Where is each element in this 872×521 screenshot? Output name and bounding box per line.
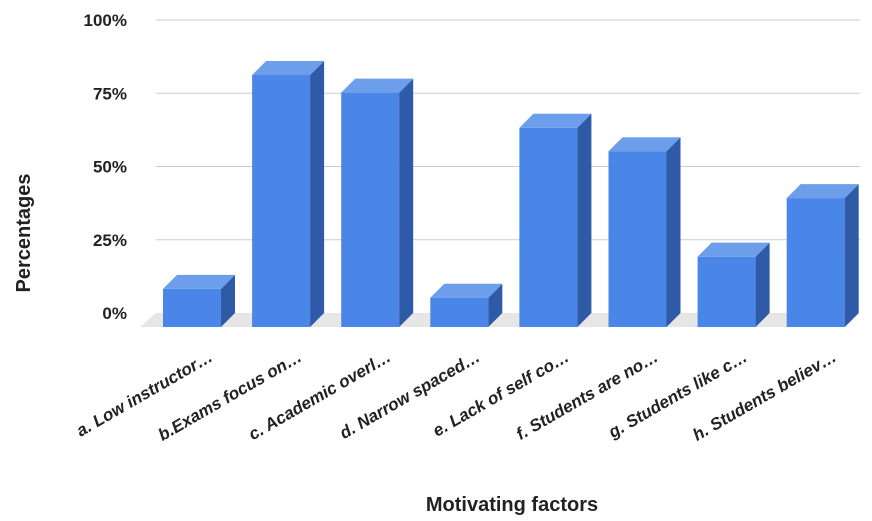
bar-front-face <box>163 288 221 327</box>
bar-side-face <box>488 283 503 327</box>
bar-top-face <box>608 137 681 152</box>
bar <box>430 283 503 327</box>
bar-side-face <box>399 78 414 327</box>
bar-top-face <box>163 274 235 289</box>
x-axis-title: Motivating factors <box>426 494 598 516</box>
bar <box>163 274 235 327</box>
bar-side-face <box>310 61 325 328</box>
bar-top-face <box>786 184 859 199</box>
bar-top-face <box>430 283 503 298</box>
x-axis-ticks: a. Low instructor…b.Exams focus on…c. Ac… <box>73 347 840 445</box>
y-tick-label: 75% <box>93 84 127 103</box>
bar-side-face <box>577 113 592 327</box>
bar-side-face <box>755 242 770 327</box>
bar-front-face <box>341 92 400 327</box>
bar-top-face <box>519 113 592 128</box>
x-tick-label: c. Academic overl… <box>245 347 394 444</box>
y-axis-title: Percentages <box>13 174 35 293</box>
bars <box>163 61 859 328</box>
bar-top-face <box>341 78 414 93</box>
bar <box>608 137 681 327</box>
bar-front-face <box>697 256 756 327</box>
y-tick-label: 100% <box>84 11 127 30</box>
bar-top-face <box>252 61 325 76</box>
bar-front-face <box>519 127 578 327</box>
bar-side-face <box>666 137 681 327</box>
y-axis-ticks: 0% 25% 50% 75% 100% <box>84 11 127 323</box>
x-tick-label: b.Exams focus on… <box>155 347 305 445</box>
bar <box>697 242 770 327</box>
y-tick-label: 25% <box>93 231 127 250</box>
bar <box>519 113 592 327</box>
y-tick-label: 0% <box>102 304 127 323</box>
x-tick-label: h. Students believ… <box>689 347 839 445</box>
x-tick-label: f. Students are no… <box>513 347 662 444</box>
bar-front-face <box>786 198 845 327</box>
bar <box>252 61 325 328</box>
bar <box>341 78 414 327</box>
bar <box>786 184 859 327</box>
bar-front-face <box>608 151 667 327</box>
y-tick-label: 50% <box>93 158 127 177</box>
bar-side-face <box>844 184 859 327</box>
bar-front-face <box>430 297 489 327</box>
bar-side-face <box>221 274 235 327</box>
bar-top-face <box>697 242 770 257</box>
bar-front-face <box>252 75 311 328</box>
